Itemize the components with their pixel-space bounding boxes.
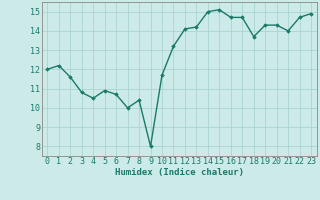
X-axis label: Humidex (Indice chaleur): Humidex (Indice chaleur) <box>115 168 244 177</box>
